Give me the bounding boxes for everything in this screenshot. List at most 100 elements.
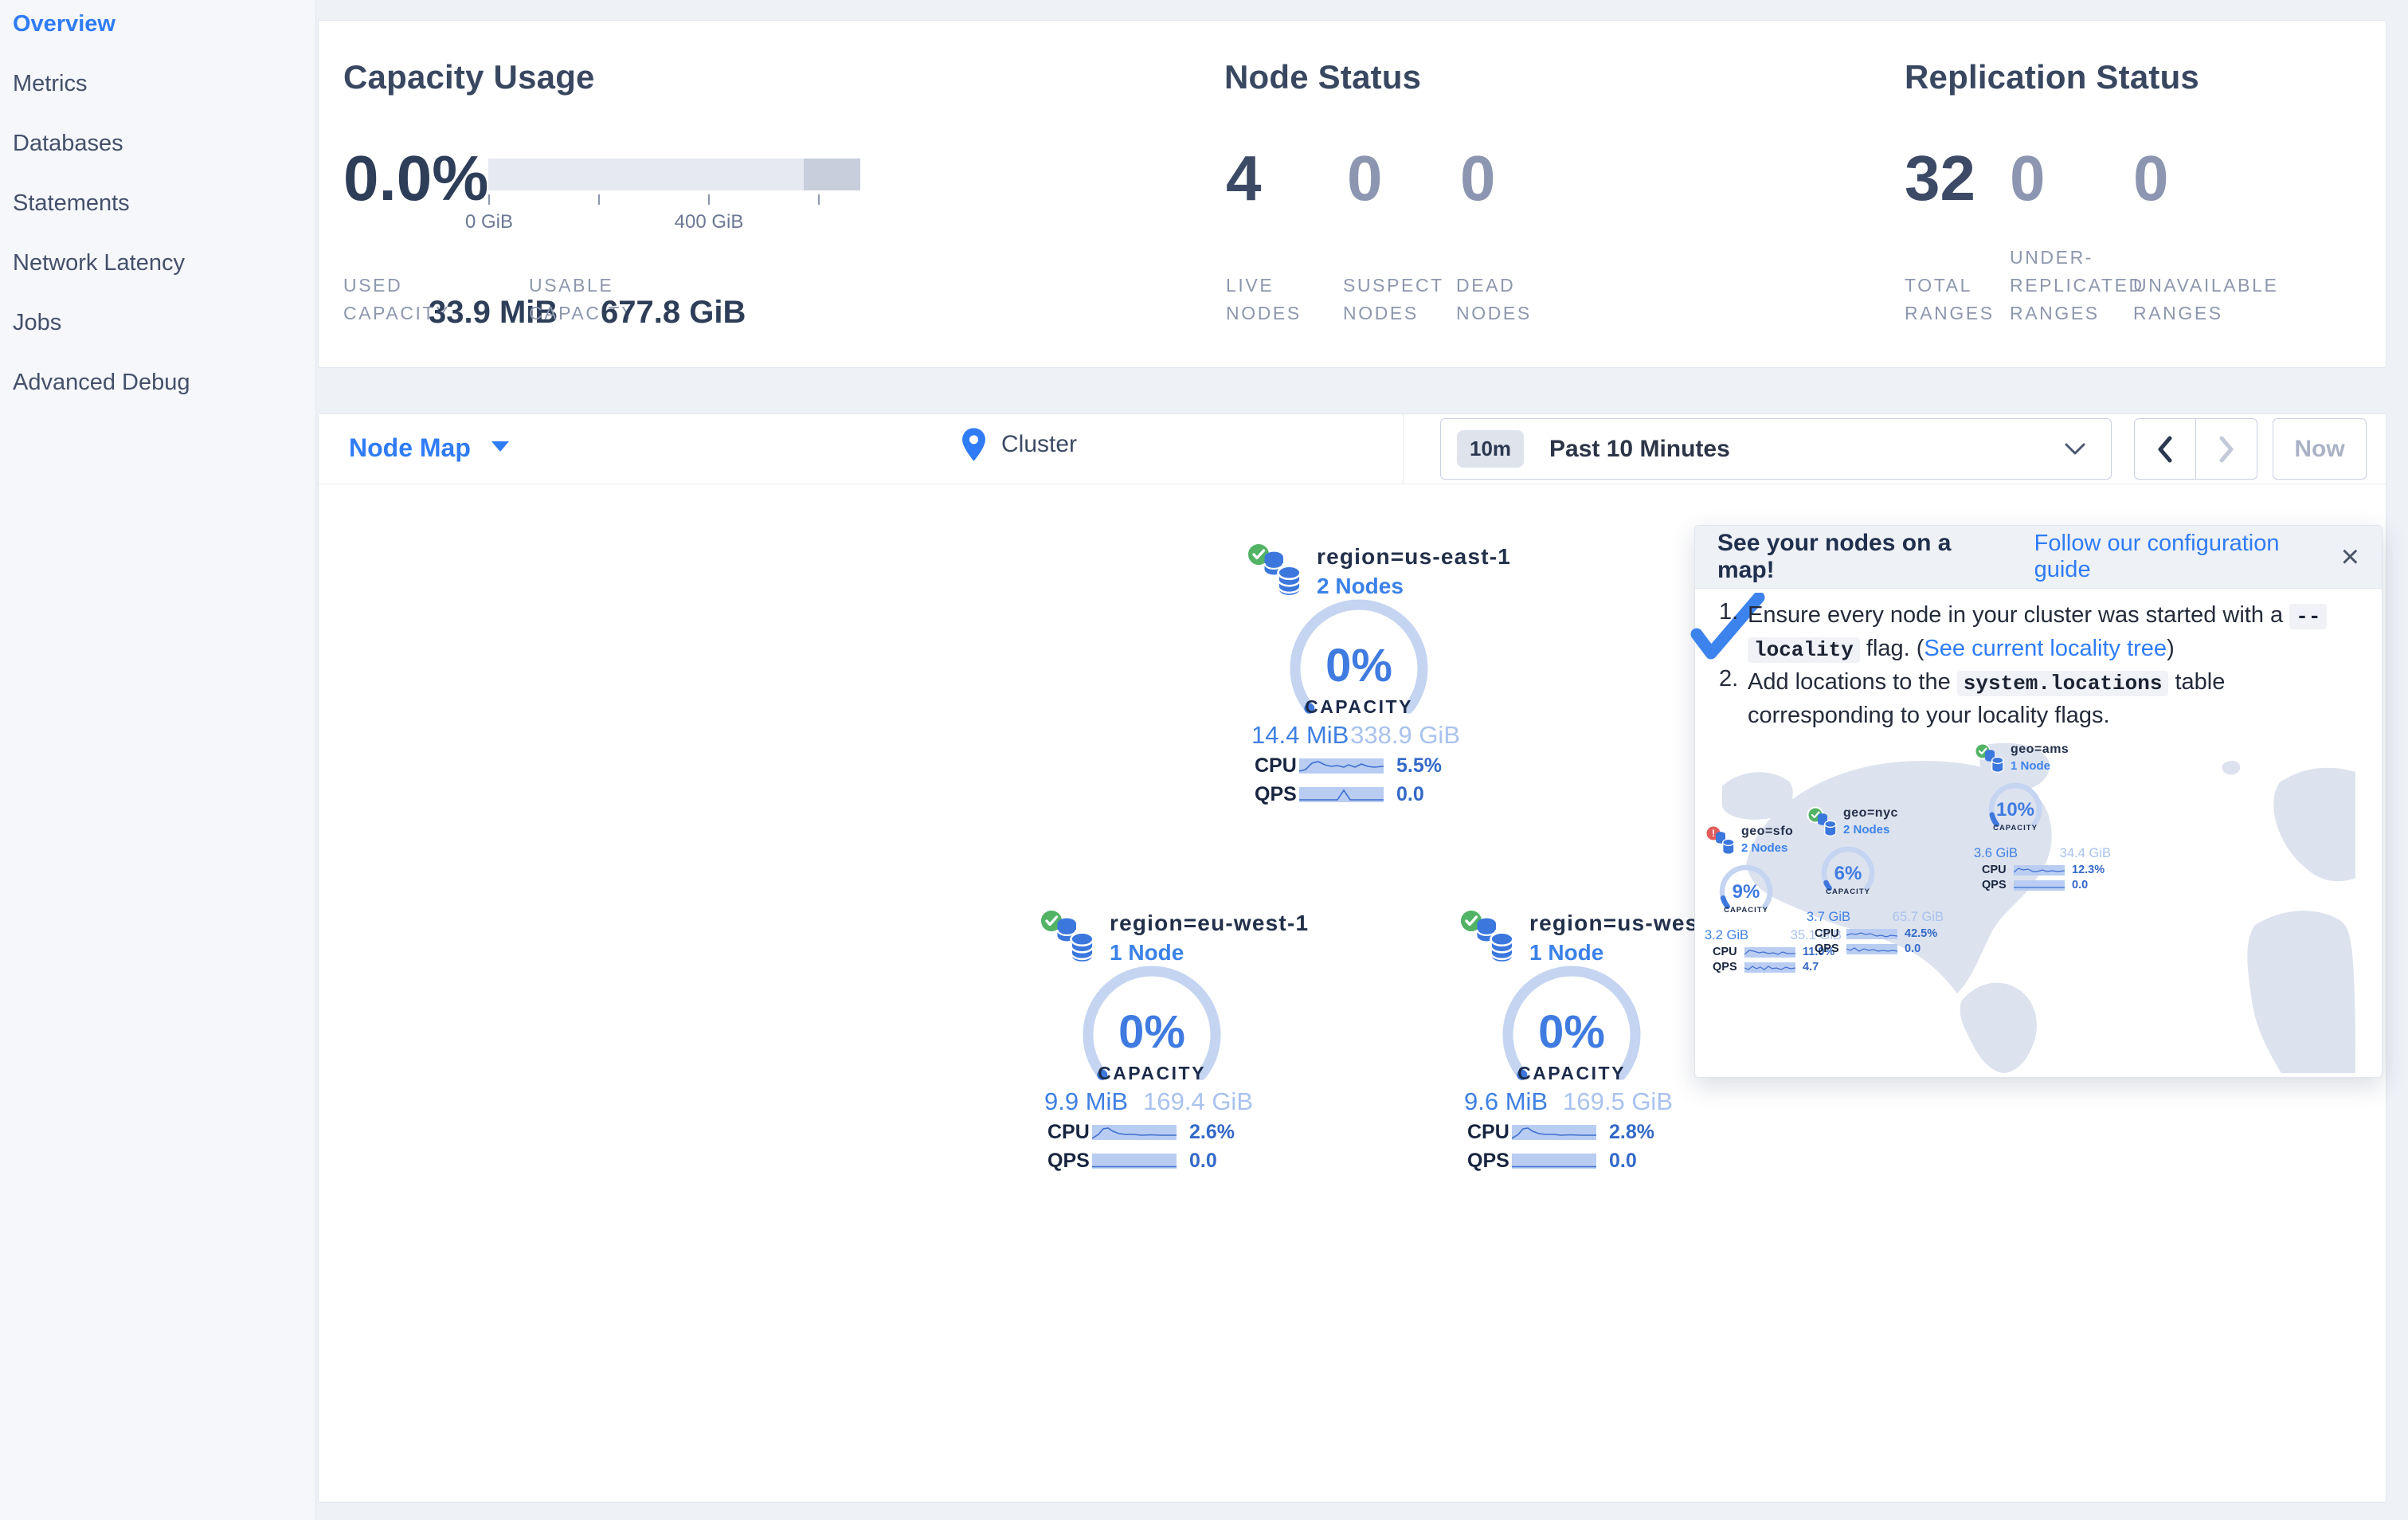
region-name: region=us-east-1 — [1317, 544, 1512, 569]
breadcrumb-cluster-label: Cluster — [1001, 431, 1078, 457]
region-group-us-west-1: region=us-west-1 1 Node 0% CAPACITY 9.6 … — [1447, 907, 1728, 1186]
time-range-dropdown[interactable]: 10m Past 10 Minutes — [1440, 418, 2112, 480]
suspect-nodes-value: 0 — [1347, 143, 1383, 214]
map-node-count-link[interactable]: 2 Nodes — [1843, 823, 1890, 836]
region-usable-capacity: 169.4 GiB — [1143, 1087, 1253, 1115]
chevron-down-icon — [2065, 443, 2085, 455]
sidebar-item-jobs[interactable]: Jobs — [13, 310, 62, 335]
qps-value: 0.0 — [2072, 879, 2089, 891]
axis-tick — [488, 194, 490, 205]
capacity-gauge: 0% CAPACITY — [1083, 966, 1221, 1083]
sidebar-item-metrics[interactable]: Metrics — [13, 71, 88, 96]
capacity-gauge: 9% CAPACITY — [1719, 864, 1773, 915]
sidebar-item-advanced-debug[interactable]: Advanced Debug — [13, 370, 190, 395]
usable-capacity-value: 677.8 GiB — [601, 295, 746, 330]
system-locations-code: system.locations — [1956, 671, 2169, 696]
gauge-percent: 9% — [1733, 881, 1760, 903]
capacity-usage-percent: 0.0% — [343, 143, 489, 214]
replication-status-title: Replication Status — [1905, 58, 2199, 96]
cpu-sparkline — [1744, 946, 1795, 958]
capacity-usage-bar — [488, 159, 860, 190]
database-nodes-icon — [1985, 750, 2004, 773]
breadcrumb: Cluster — [961, 427, 1077, 462]
healthy-status-icon — [1459, 908, 1484, 934]
dead-nodes-label: DEAD NODES — [1456, 275, 1532, 323]
svg-text:!: ! — [1712, 828, 1715, 839]
cpu-value: 11.0% — [1803, 946, 1835, 958]
node-map-config-popup: See your nodes on a map! Follow our conf… — [1690, 525, 2383, 1078]
step-text: table corresponding to your locality fla… — [1748, 669, 2226, 728]
qps-value: 4.7 — [1803, 961, 1819, 974]
healthy-status-icon — [1246, 542, 1271, 567]
prev-time-button[interactable] — [2135, 419, 2195, 479]
gauge-label: CAPACITY — [1724, 906, 1768, 915]
node-map-card: Node Map Cluster 10m Past 10 Minutes — [318, 413, 2386, 1502]
region-used-capacity: 9.9 MiB — [1044, 1087, 1129, 1115]
map-node-geo-nyc: geo=nyc 2 Nodes 6% CAPACITY 3.7 GiB 65.7… — [1807, 806, 1947, 955]
map-node-geo-sfo: ! geo=sfo 2 Nodes 9% CAPACITY 3.2 GiB 35… — [1705, 825, 1845, 974]
qps-sparkline — [1092, 1154, 1177, 1169]
qps-value: 0.0 — [1609, 1150, 1637, 1172]
sidebar-item-overview[interactable]: Overview — [13, 11, 116, 37]
popup-step-2: 2. Add locations to the system.locations… — [1719, 666, 2356, 731]
cpu-value: 5.5% — [1396, 754, 1442, 777]
region-nodes-link[interactable]: 1 Node — [1529, 940, 1604, 965]
qps-sparkline — [1744, 962, 1795, 973]
cpu-label: CPU — [1255, 754, 1297, 777]
capacity-gauge: 0% CAPACITY — [1290, 599, 1428, 717]
qps-sparkline — [1512, 1154, 1596, 1169]
map-node-usable: 65.7 GiB — [1892, 910, 1944, 924]
cpu-value: 2.6% — [1189, 1121, 1235, 1143]
gauge-percent: 6% — [1834, 863, 1862, 884]
now-button[interactable]: Now — [2273, 418, 2367, 480]
map-pin-icon — [962, 428, 985, 461]
map-node-count-link[interactable]: 2 Nodes — [1741, 841, 1788, 855]
qps-sparkline — [2014, 879, 2065, 891]
cpu-label: CPU — [1815, 927, 1839, 940]
sidebar-item-statements[interactable]: Statements — [13, 190, 130, 216]
region-usable-capacity: 169.5 GiB — [1563, 1087, 1673, 1115]
map-node-usable: 35.1 GiB — [1790, 928, 1842, 942]
cpu-sparkline — [1299, 758, 1384, 774]
sidebar-item-databases[interactable]: Databases — [13, 131, 123, 156]
node-map-toolbar: Node Map Cluster 10m Past 10 Minutes — [319, 414, 2386, 484]
gauge-percent: 0% — [1118, 1006, 1185, 1058]
step-done-check-icon — [1690, 593, 1765, 660]
used-capacity-value: 33.9 MiB — [429, 295, 558, 330]
cpu-value: 42.5% — [1905, 927, 1938, 940]
step-text: Ensure every node in your cluster was st… — [1748, 602, 2284, 628]
qps-sparkline — [1846, 943, 1897, 954]
database-nodes-icon — [1476, 918, 1514, 964]
axis-tick — [818, 194, 820, 205]
region-name: region=eu-west-1 — [1110, 911, 1310, 935]
capacity-gauge: 0% CAPACITY — [1502, 966, 1641, 1083]
gauge-percent: 0% — [1325, 640, 1392, 691]
cpu-label: CPU — [1467, 1121, 1509, 1143]
locality-flag-code: locality — [1748, 637, 1860, 663]
database-nodes-icon — [1716, 832, 1735, 855]
cpu-label: CPU — [1982, 864, 2007, 876]
database-nodes-icon — [1818, 813, 1837, 836]
map-node-usable: 34.4 GiB — [2059, 846, 2111, 860]
region-nodes-link[interactable]: 1 Node — [1110, 940, 1184, 965]
locality-flag-code: -- — [2289, 604, 2328, 629]
chevron-left-icon — [2158, 436, 2172, 462]
map-node-used: 3.2 GiB — [1705, 928, 1749, 942]
map-node-name: geo=ams — [2011, 742, 2069, 756]
gauge-label: CAPACITY — [1826, 887, 1870, 896]
step-text: ) — [2167, 636, 2175, 661]
map-node-used: 3.6 GiB — [1974, 846, 2018, 860]
next-time-button[interactable] — [2195, 419, 2257, 479]
capacity-gauge: 6% CAPACITY — [1821, 846, 1875, 896]
configuration-guide-link[interactable]: Follow our configuration guide — [2034, 531, 2280, 582]
view-selector-dropdown[interactable]: Node Map — [349, 433, 509, 463]
locality-tree-link[interactable]: See current locality tree — [1924, 636, 2167, 661]
close-icon[interactable]: × — [2340, 539, 2359, 574]
region-nodes-link[interactable]: 2 Nodes — [1317, 574, 1404, 598]
sidebar-item-network-latency[interactable]: Network Latency — [13, 250, 185, 276]
region-usable-capacity: 338.9 GiB — [1350, 721, 1460, 749]
map-node-count-link[interactable]: 1 Node — [2011, 759, 2051, 773]
region-group-eu-west-1: region=eu-west-1 1 Node 0% CAPACITY 9.9 … — [1027, 907, 1308, 1186]
region-group-us-east-1: region=us-east-1 2 Nodes 0% CAPACITY 14.… — [1234, 541, 1510, 820]
